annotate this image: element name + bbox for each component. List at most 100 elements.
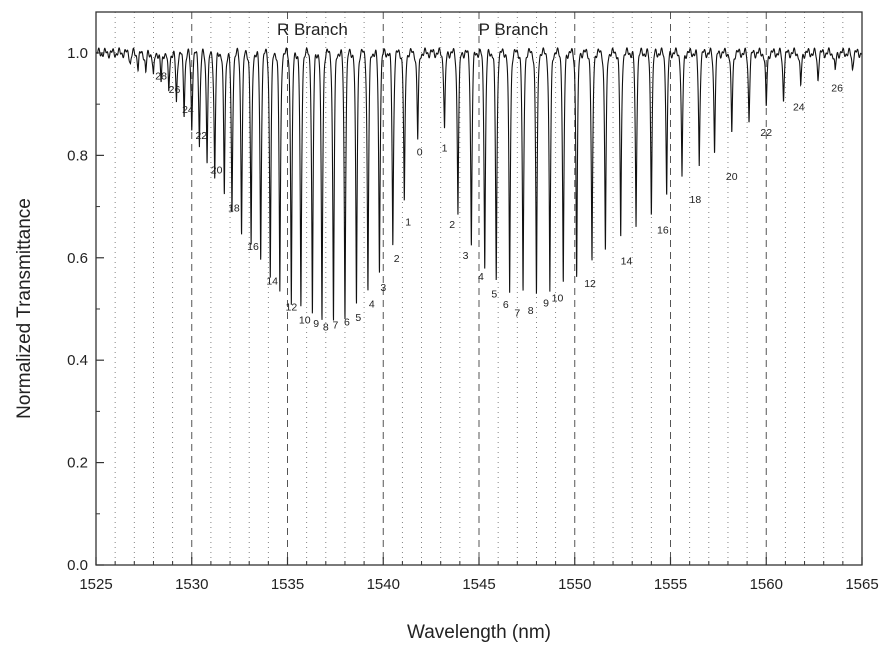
line-number-label: 18 <box>228 203 240 215</box>
absorption-line-R26 <box>161 83 162 84</box>
y-tick-label: 0.6 <box>67 250 88 267</box>
absorption-line-R30 <box>130 63 131 64</box>
absorption-line-P16 <box>651 211 652 212</box>
absorption-line-P17 <box>666 196 667 197</box>
line-number-label: 7 <box>514 308 520 320</box>
absorption-line-R1 <box>404 206 405 207</box>
line-number-label: 18 <box>690 194 702 206</box>
branch-label: R Branch <box>277 20 348 39</box>
line-number-label: 2 <box>394 253 400 265</box>
absorption-line-P7 <box>522 298 523 299</box>
absorption-line-R18 <box>224 196 225 197</box>
absorption-line-P27 <box>835 73 836 74</box>
line-number-label: 24 <box>182 104 194 116</box>
branch-labels: R Branch P Branch <box>277 20 548 39</box>
absorption-line-P2 <box>457 211 458 212</box>
x-tick-label: 1535 <box>271 576 304 593</box>
absorption-line-R27 <box>153 78 154 79</box>
line-number-label: 12 <box>285 302 297 314</box>
x-tick-label: 1530 <box>175 576 208 593</box>
line-number-label: 28 <box>155 71 167 83</box>
spectrum-curve-group <box>95 47 863 321</box>
x-tick-label: 1540 <box>367 576 400 593</box>
line-number-label: 16 <box>657 225 669 237</box>
line-number-label: 16 <box>247 241 259 253</box>
absorption-line-P21 <box>731 134 732 135</box>
axis-ticks <box>95 52 863 566</box>
absorption-line-R28 <box>145 73 146 74</box>
line-number-label: 3 <box>380 282 386 294</box>
absorption-line-P3 <box>471 247 472 248</box>
line-number-label: 6 <box>503 299 509 311</box>
absorption-line-R17 <box>231 216 232 217</box>
line-number-label: 1 <box>405 217 411 229</box>
absorption-line-R12 <box>279 293 280 294</box>
absorption-line-P1 <box>444 129 445 130</box>
line-number-label: 5 <box>491 289 497 301</box>
y-tick-label: 0.0 <box>67 557 88 574</box>
absorption-line-P4 <box>484 267 485 268</box>
y-tick-labels: 0.0 0.2 0.4 0.6 0.8 1.0 <box>67 45 88 574</box>
absorption-line-P19 <box>699 165 700 166</box>
absorption-line-P20 <box>714 150 715 151</box>
line-number-label: 20 <box>211 164 223 176</box>
absorption-line-P6 <box>509 293 510 294</box>
line-number-label: 12 <box>584 278 596 290</box>
y-tick-label: 0.4 <box>67 352 88 369</box>
absorption-line-P23 <box>766 109 767 110</box>
absorption-line-P25 <box>800 88 801 89</box>
absorption-line-R19 <box>214 180 215 181</box>
line-number-label: 4 <box>478 271 484 283</box>
absorption-line-P12 <box>591 267 592 268</box>
absorption-line-P18 <box>681 180 682 181</box>
absorption-line-P11 <box>576 278 577 279</box>
line-number-label: 5 <box>355 312 361 324</box>
line-number-label: 8 <box>323 321 329 333</box>
x-tick-label: 1560 <box>750 576 783 593</box>
absorption-line-P22 <box>748 119 749 120</box>
transmittance-curve <box>95 47 863 321</box>
x-tick-label: 1525 <box>79 576 112 593</box>
absorption-line-R3 <box>379 273 380 274</box>
absorption-line-P26 <box>817 78 818 79</box>
absorption-line-R21 <box>199 145 200 146</box>
line-number-label: 24 <box>793 101 805 113</box>
absorption-line-R24 <box>176 104 177 105</box>
line-number-label: 9 <box>313 318 319 330</box>
line-number-label: 22 <box>760 127 772 139</box>
absorption-line-R2 <box>392 247 393 248</box>
absorption-line-R20 <box>206 160 207 161</box>
y-tick-label: 0.2 <box>67 455 88 472</box>
absorption-line-P10 <box>563 288 564 289</box>
line-number-label: 8 <box>528 305 534 317</box>
line-number-label: 26 <box>831 82 843 94</box>
line-number-label: 4 <box>369 298 375 310</box>
line-number-label: 26 <box>169 84 181 96</box>
line-number-label: 20 <box>726 171 738 183</box>
absorption-line-R16 <box>241 232 242 233</box>
absorption-line-P5 <box>496 283 497 284</box>
line-number-label: 3 <box>463 250 469 262</box>
y-tick-label: 1.0 <box>67 45 88 62</box>
line-number-label: 22 <box>195 130 207 142</box>
x-tick-labels: 1525 1530 1535 1540 1545 1550 1555 1560 1565 <box>79 576 878 593</box>
line-number-label: 6 <box>344 316 350 328</box>
absorption-line-R5 <box>356 308 357 309</box>
line-number-label: 1 <box>442 142 448 154</box>
absorption-line-P15 <box>635 226 636 227</box>
absorption-line-P13 <box>605 252 606 253</box>
line-number-label: 2 <box>449 219 455 231</box>
y-axis-title: Normalized Transmittance <box>14 198 35 419</box>
x-tick-label: 1550 <box>558 576 591 593</box>
line-number-label: 7 <box>332 319 338 331</box>
line-number-label: 14 <box>266 275 278 287</box>
line-number-label: 14 <box>621 255 633 267</box>
x-tick-label: 1545 <box>462 576 495 593</box>
y-tick-label: 0.8 <box>67 147 88 164</box>
grid-lines <box>114 12 844 565</box>
absorption-line-P14 <box>620 242 621 243</box>
x-axis-title: Wavelength (nm) <box>407 622 551 643</box>
line-number-label: 10 <box>299 314 311 326</box>
